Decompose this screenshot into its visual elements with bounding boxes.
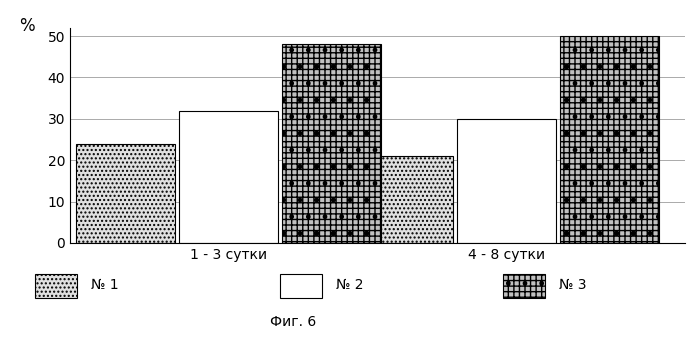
- Bar: [560, 36, 659, 243]
- Bar: [457, 119, 556, 243]
- Y-axis label: %: %: [19, 17, 35, 35]
- Text: № 2: № 2: [336, 278, 363, 291]
- Bar: [76, 144, 175, 243]
- Text: № 1: № 1: [91, 278, 119, 291]
- Bar: [354, 156, 453, 243]
- Text: Фиг. 6: Фиг. 6: [271, 315, 317, 329]
- Bar: [282, 44, 382, 243]
- Bar: [179, 110, 278, 243]
- Text: № 3: № 3: [559, 278, 586, 291]
